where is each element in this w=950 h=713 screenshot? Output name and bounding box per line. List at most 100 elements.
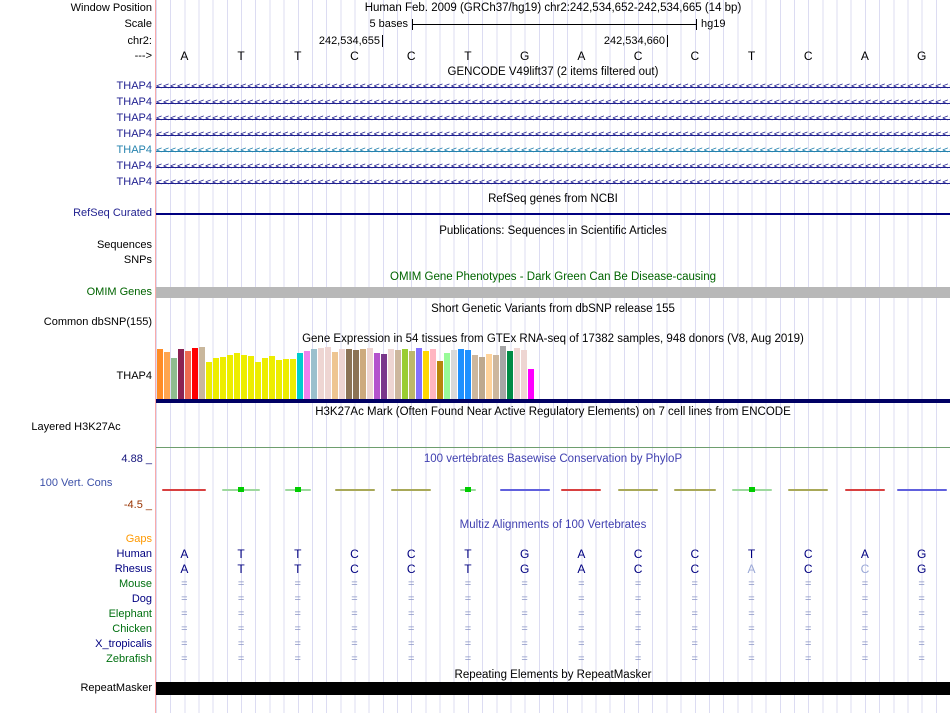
gene-transcript-line[interactable]: <<<<<<<<<<<<<<<<<<<<<<<<<<<<<<<<<<<<<<<<…: [156, 175, 950, 191]
gene-transcript-line[interactable]: <<<<<<<<<<<<<<<<<<<<<<<<<<<<<<<<<<<<<<<<…: [156, 95, 950, 111]
gtex-tissue-bar[interactable]: [206, 362, 212, 399]
gtex-tissue-bar[interactable]: [283, 359, 289, 399]
gtex-tissue-bar[interactable]: [290, 359, 296, 399]
strand-direction-label[interactable]: --->: [134, 50, 152, 62]
gtex-tissue-bar[interactable]: [444, 353, 450, 399]
gtex-tissue-bar[interactable]: [248, 356, 254, 399]
multiz-track-title[interactable]: Multiz Alignments of 100 Vertebrates: [459, 519, 647, 531]
gtex-tissue-bar[interactable]: [339, 349, 345, 399]
gene-name-label[interactable]: THAP4: [116, 112, 152, 124]
omim-track-title[interactable]: OMIM Gene Phenotypes - Dark Green Can Be…: [390, 271, 716, 283]
refseq-curated-label[interactable]: RefSeq Curated: [73, 207, 152, 219]
gtex-tissue-bar[interactable]: [458, 349, 464, 399]
gtex-tissue-bar[interactable]: [318, 348, 324, 399]
gtex-tissue-bar[interactable]: [164, 352, 170, 399]
gtex-expression-bars[interactable]: [157, 346, 534, 399]
gtex-tissue-bar[interactable]: [297, 353, 303, 399]
gtex-tissue-bar[interactable]: [171, 358, 177, 399]
gtex-tissue-bar[interactable]: [409, 351, 415, 399]
gtex-tissue-bar[interactable]: [423, 351, 429, 399]
gtex-tissue-bar[interactable]: [381, 354, 387, 399]
conservation-track-title[interactable]: 100 vertebrates Basewise Conservation by…: [423, 453, 683, 465]
gtex-tissue-bar[interactable]: [486, 354, 492, 399]
gene-name-label[interactable]: THAP4: [116, 96, 152, 108]
gene-transcript-line[interactable]: <<<<<<<<<<<<<<<<<<<<<<<<<<<<<<<<<<<<<<<<…: [156, 159, 950, 175]
species-label-zebrafish[interactable]: Zebrafish: [106, 653, 152, 665]
repeatmasker-track-title[interactable]: Repeating Elements by RepeatMasker: [454, 669, 652, 681]
gtex-tissue-bar[interactable]: [185, 351, 191, 399]
gtex-tissue-bar[interactable]: [472, 355, 478, 399]
gtex-tissue-bar[interactable]: [416, 348, 422, 399]
gtex-tissue-bar[interactable]: [304, 351, 310, 399]
gene-name-label[interactable]: THAP4: [116, 80, 152, 92]
gtex-tissue-bar[interactable]: [234, 353, 240, 399]
species-label-x_tropicalis[interactable]: X_tropicalis: [95, 638, 152, 650]
gtex-tissue-bar[interactable]: [493, 355, 499, 399]
species-label-dog[interactable]: Dog: [131, 593, 152, 605]
gtex-tissue-bar[interactable]: [402, 349, 408, 399]
gtex-tissue-bar[interactable]: [192, 348, 198, 399]
publications-snps-label[interactable]: SNPs: [123, 254, 152, 266]
common-dbsnp-label[interactable]: Common dbSNP(155): [43, 316, 152, 328]
gtex-tissue-bar[interactable]: [178, 349, 184, 399]
gtex-tissue-bar[interactable]: [507, 351, 513, 399]
gtex-tissue-bar[interactable]: [311, 349, 317, 399]
refseq-curated-gene-line[interactable]: [156, 213, 950, 215]
gtex-tissue-bar[interactable]: [255, 362, 261, 399]
gtex-tissue-bar[interactable]: [213, 358, 219, 399]
species-label-rhesus[interactable]: Rhesus: [114, 563, 152, 575]
repeatmasker-element-bar[interactable]: [156, 682, 950, 695]
species-label-elephant[interactable]: Elephant: [108, 608, 152, 620]
gtex-tissue-bar[interactable]: [500, 346, 506, 399]
gtex-tissue-bar[interactable]: [262, 358, 268, 399]
gene-name-label[interactable]: THAP4: [116, 160, 152, 172]
dbsnp-track-title[interactable]: Short Genetic Variants from dbSNP releas…: [431, 303, 675, 315]
layered-h3k27ac-label[interactable]: Layered H3K27Ac: [31, 421, 121, 433]
gtex-tissue-bar[interactable]: [353, 350, 359, 399]
omim-genes-label[interactable]: OMIM Genes: [86, 286, 152, 298]
gtex-tissue-bar[interactable]: [528, 369, 534, 399]
gtex-baseline-bar[interactable]: [156, 399, 950, 403]
gtex-tissue-bar[interactable]: [199, 347, 205, 399]
gtex-track-title[interactable]: Gene Expression in 54 tissues from GTEx …: [302, 333, 804, 345]
gtex-tissue-bar[interactable]: [332, 352, 338, 399]
gtex-tissue-bar[interactable]: [374, 353, 380, 399]
gtex-tissue-bar[interactable]: [479, 357, 485, 399]
species-label-human[interactable]: Human: [116, 548, 152, 560]
species-label-mouse[interactable]: Mouse: [118, 578, 152, 590]
h3k27ac-track-title[interactable]: H3K27Ac Mark (Often Found Near Active Re…: [315, 406, 791, 418]
gtex-tissue-bar[interactable]: [451, 350, 457, 399]
gtex-tissue-bar[interactable]: [346, 349, 352, 399]
gtex-tissue-bar[interactable]: [241, 355, 247, 399]
gtex-tissue-bar[interactable]: [521, 350, 527, 399]
conservation-track-label[interactable]: 100 Vert. Cons: [39, 477, 113, 489]
h3k27ac-signal-baseline[interactable]: [156, 447, 950, 448]
gtex-tissue-bar[interactable]: [325, 347, 331, 399]
repeatmasker-label[interactable]: RepeatMasker: [80, 682, 152, 694]
omim-gene-bar[interactable]: [156, 287, 950, 298]
species-label-gaps[interactable]: Gaps: [125, 533, 152, 545]
gtex-tissue-bar[interactable]: [227, 355, 233, 399]
gtex-tissue-bar[interactable]: [465, 350, 471, 399]
species-label-chicken[interactable]: Chicken: [112, 623, 152, 635]
gene-name-label[interactable]: THAP4: [116, 176, 152, 188]
gtex-tissue-bar[interactable]: [367, 348, 373, 399]
gene-name-label[interactable]: THAP4: [116, 128, 152, 140]
gtex-tissue-bar[interactable]: [430, 349, 436, 399]
gene-transcript-line[interactable]: <<<<<<<<<<<<<<<<<<<<<<<<<<<<<<<<<<<<<<<<…: [156, 127, 950, 143]
gtex-tissue-bar[interactable]: [514, 348, 520, 399]
gtex-tissue-bar[interactable]: [360, 349, 366, 399]
gtex-tissue-bar[interactable]: [269, 356, 275, 399]
gene-transcript-line[interactable]: <<<<<<<<<<<<<<<<<<<<<<<<<<<<<<<<<<<<<<<<…: [156, 79, 950, 95]
gtex-tissue-bar[interactable]: [220, 357, 226, 399]
gtex-tissue-bar[interactable]: [437, 361, 443, 399]
gene-name-label[interactable]: THAP4: [116, 144, 152, 156]
gtex-tissue-bar[interactable]: [395, 350, 401, 399]
gene-transcript-line[interactable]: <<<<<<<<<<<<<<<<<<<<<<<<<<<<<<<<<<<<<<<<…: [156, 111, 950, 127]
publications-sequences-label[interactable]: Sequences: [96, 239, 152, 251]
gtex-tissue-bar[interactable]: [388, 349, 394, 399]
gtex-gene-label[interactable]: THAP4: [116, 370, 152, 382]
refseq-track-title[interactable]: RefSeq genes from NCBI: [488, 193, 618, 205]
gtex-tissue-bar[interactable]: [157, 349, 163, 399]
gencode-track-title[interactable]: GENCODE V49lift37 (2 items filtered out): [447, 66, 659, 78]
